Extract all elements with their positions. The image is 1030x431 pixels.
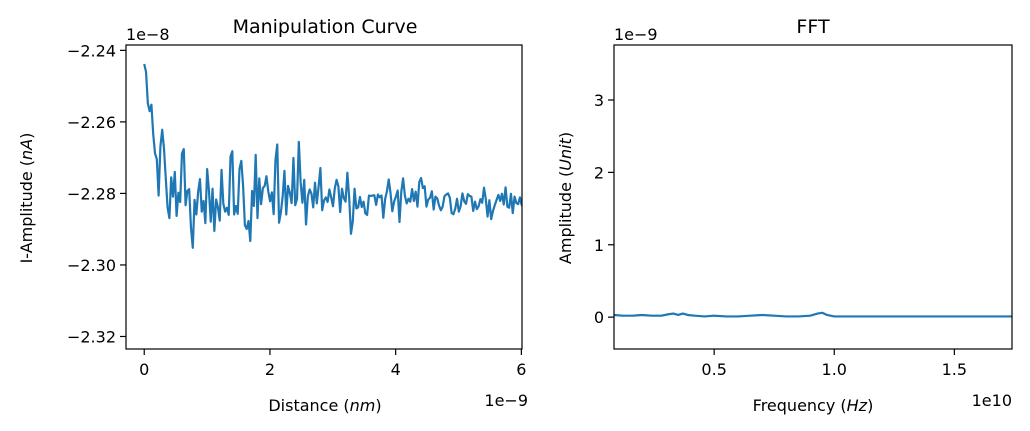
manipulation-curve-chart: Manipulation Curve 1e−8 1e−9 Distance (n… <box>17 16 528 415</box>
plot-frame <box>125 44 523 350</box>
y-offset-text: 1e−8 <box>126 25 170 44</box>
fft-chart: FFT 1e−9 1e10 Frequency (Hz) Amplitude (… <box>556 16 1013 415</box>
x-offset-text: 1e10 <box>972 391 1012 410</box>
y-tick-label: 2 <box>594 163 604 182</box>
y-tick-label: −2.32 <box>67 327 116 346</box>
x-tick-label: 0 <box>139 360 149 379</box>
x-axis-label: Frequency (Hz) <box>753 396 874 415</box>
y-tick-label: 3 <box>594 91 604 110</box>
chart-title: FFT <box>796 16 830 38</box>
y-axis-label: I-Amplitude (nA) <box>17 133 36 264</box>
y-tick-label: 0 <box>594 308 604 327</box>
chart-title: Manipulation Curve <box>233 16 418 38</box>
y-axis-label: Amplitude (Unit) <box>556 132 575 264</box>
y-tick-label: −2.24 <box>67 41 116 60</box>
x-tick-label: 4 <box>391 360 401 379</box>
x-tick-label: 1.5 <box>942 360 967 379</box>
series-line <box>143 63 522 249</box>
y-tick-label: −2.28 <box>67 184 116 203</box>
x-tick-label: 2 <box>265 360 275 379</box>
y-tick-label: −2.26 <box>67 113 116 132</box>
y-tick-label: −2.30 <box>67 256 116 275</box>
x-tick-label: 1.0 <box>822 360 847 379</box>
series-line <box>614 311 1012 318</box>
x-offset-text: 1e−9 <box>484 391 528 410</box>
plot-frame <box>613 44 1013 350</box>
x-tick-label: 0.5 <box>701 360 726 379</box>
x-axis-label: Distance (nm) <box>268 396 381 415</box>
x-tick-label: 6 <box>516 360 526 379</box>
y-offset-text: 1e−9 <box>614 25 658 44</box>
y-tick-label: 1 <box>594 236 604 255</box>
